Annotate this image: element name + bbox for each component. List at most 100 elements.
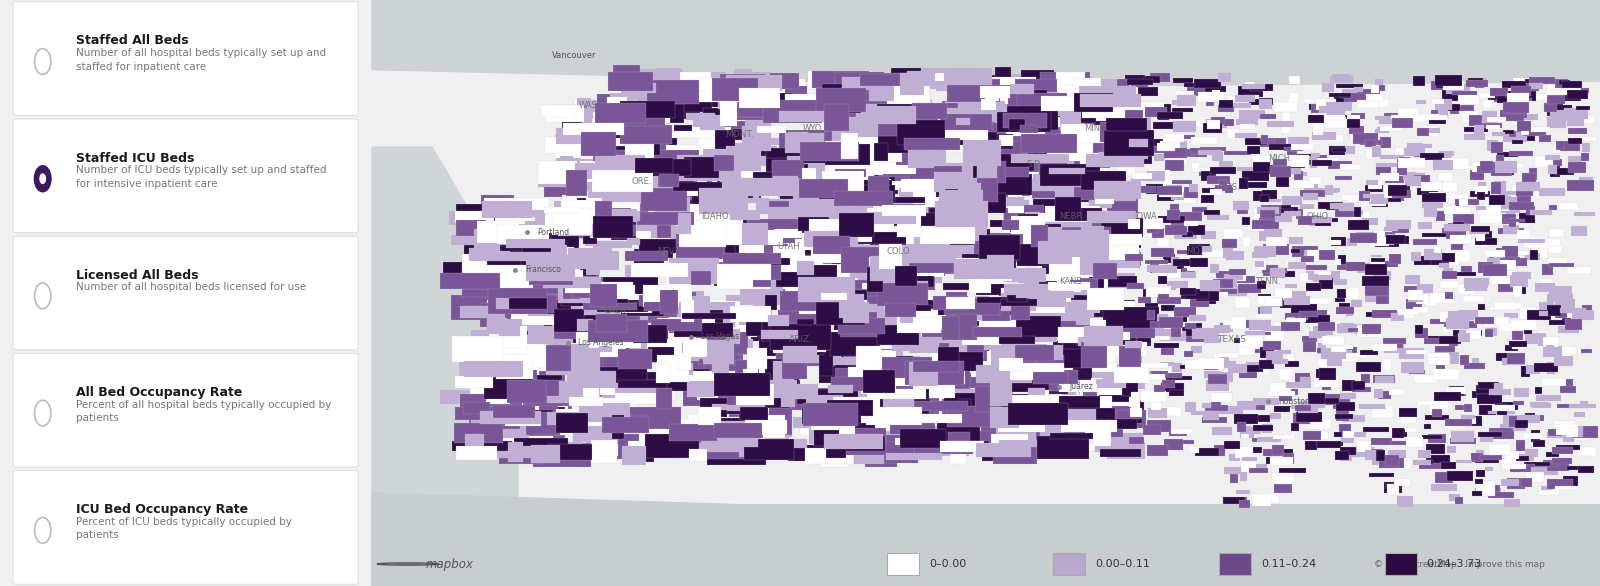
Bar [608, 287, 667, 309]
Bar [658, 224, 710, 239]
Bar [1502, 464, 1526, 469]
Bar [1002, 327, 1030, 346]
Bar [925, 226, 981, 234]
Bar [746, 319, 795, 336]
Bar [1134, 356, 1142, 364]
Bar [1371, 85, 1379, 93]
Bar [672, 103, 712, 111]
Bar [1411, 252, 1421, 261]
Bar [483, 198, 506, 212]
Bar [866, 94, 901, 103]
Bar [1291, 249, 1301, 253]
Bar [1272, 473, 1294, 484]
Bar [1051, 302, 1107, 328]
Bar [781, 291, 826, 311]
Bar [469, 248, 530, 261]
Bar [1224, 119, 1234, 125]
Bar [470, 275, 526, 284]
Bar [1162, 380, 1174, 388]
Bar [1522, 366, 1530, 377]
Bar [659, 231, 693, 245]
Bar [1152, 122, 1178, 130]
Bar [1101, 217, 1142, 237]
Bar [1008, 200, 1024, 213]
FancyBboxPatch shape [13, 471, 358, 584]
Bar [538, 161, 578, 185]
Bar [973, 326, 1022, 337]
Bar [1502, 130, 1514, 134]
Bar [1456, 196, 1469, 206]
Bar [1094, 118, 1128, 132]
Bar [878, 379, 933, 396]
Bar [856, 137, 902, 162]
Bar [746, 420, 787, 434]
Bar [584, 284, 626, 296]
Bar [963, 321, 984, 335]
Bar [1016, 291, 1074, 298]
Bar [856, 325, 878, 344]
Bar [640, 431, 658, 451]
Bar [1530, 77, 1555, 84]
Bar [1118, 110, 1142, 134]
Bar [1336, 84, 1363, 88]
Bar [787, 227, 811, 250]
Bar [962, 254, 1016, 274]
Bar [1235, 489, 1250, 494]
Bar [867, 389, 926, 399]
Bar [611, 93, 640, 118]
Bar [542, 270, 600, 295]
Bar [1450, 272, 1475, 277]
Bar [1067, 230, 1114, 241]
Bar [1104, 97, 1120, 113]
Bar [1450, 105, 1459, 114]
Bar [1547, 95, 1565, 104]
Bar [587, 131, 632, 149]
Bar [1122, 376, 1138, 396]
Bar [878, 435, 914, 460]
Bar [950, 439, 966, 464]
Bar [776, 411, 790, 430]
Bar [782, 107, 822, 119]
Bar [605, 117, 638, 128]
Bar [571, 373, 586, 391]
Bar [798, 210, 829, 233]
Bar [1368, 180, 1381, 189]
Bar [1141, 158, 1152, 163]
Bar [1152, 248, 1174, 257]
Bar [1453, 214, 1474, 224]
Bar [1235, 119, 1258, 125]
Bar [501, 245, 522, 251]
Bar [734, 151, 771, 156]
Bar [741, 407, 768, 420]
Bar [510, 236, 552, 252]
Bar [557, 158, 616, 176]
Bar [826, 448, 846, 458]
Bar [912, 103, 947, 118]
Bar [614, 383, 658, 393]
Bar [1253, 155, 1270, 166]
Bar [814, 286, 829, 304]
Bar [1512, 141, 1523, 144]
Bar [933, 135, 957, 145]
Bar [1050, 257, 1080, 280]
Bar [499, 446, 542, 464]
Bar [1130, 437, 1144, 444]
Bar [1490, 195, 1504, 206]
Bar [1094, 181, 1141, 199]
Bar [1166, 376, 1192, 380]
Bar [1037, 264, 1086, 281]
Bar [768, 315, 789, 326]
Bar [1502, 357, 1525, 365]
Bar [963, 327, 1005, 340]
Bar [462, 402, 490, 414]
Text: All Bed Occupancy Rate: All Bed Occupancy Rate [77, 386, 243, 399]
Bar [982, 141, 1038, 155]
Bar [819, 364, 872, 383]
Bar [493, 405, 534, 418]
Bar [1491, 142, 1502, 153]
Bar [1088, 277, 1104, 296]
Bar [936, 420, 979, 441]
Bar [1501, 424, 1525, 431]
Bar [1133, 134, 1144, 144]
Bar [992, 74, 1022, 81]
